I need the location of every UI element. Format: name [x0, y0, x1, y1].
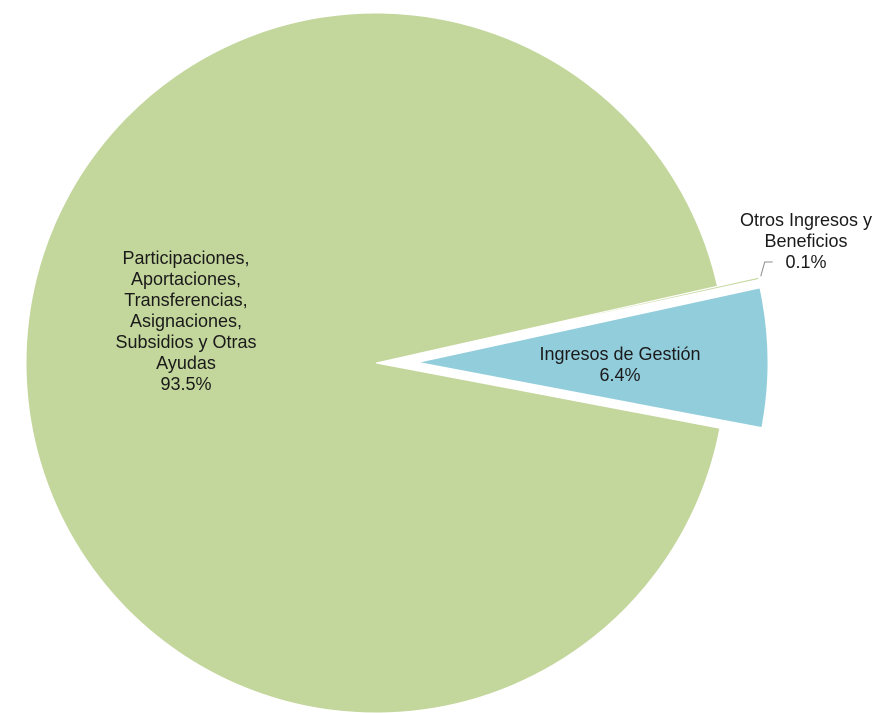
slice-category-line: Aportaciones, [131, 269, 241, 289]
leader-layer [760, 261, 773, 277]
pie-slice-2 [416, 276, 760, 355]
leader-line [760, 261, 773, 277]
slice-category-line: Otros Ingresos y [740, 210, 872, 230]
slice-category-line: Transferencias, [124, 290, 247, 310]
slice-category-line: Ingresos de Gestión [539, 344, 700, 364]
pie-slice-0 [417, 287, 769, 429]
slice-value-label: 6.4% [599, 365, 640, 385]
slice-label-1: Participaciones, Aportaciones, Transferenc… [115, 248, 256, 394]
slice-category-line: Subsidios y Otras [115, 332, 256, 352]
slice-category-line: Ayudas [156, 353, 216, 373]
slice-value-label: 93.5% [160, 374, 211, 394]
labels-layer: Ingresos de Gestión 6.4%Participaciones, A… [115, 210, 872, 394]
pie-slice-1 [25, 12, 721, 713]
slices-layer [25, 12, 769, 713]
slice-label-2: Otros Ingresos y Beneficios 0.1% [740, 210, 872, 272]
slice-value-label: 0.1% [785, 252, 826, 272]
slice-category-line: Participaciones, [122, 248, 249, 268]
slice-category-line: Asignaciones, [130, 311, 242, 331]
slice-label-0: Ingresos de Gestión 6.4% [539, 344, 700, 385]
slice-category-line: Beneficios [764, 231, 847, 251]
